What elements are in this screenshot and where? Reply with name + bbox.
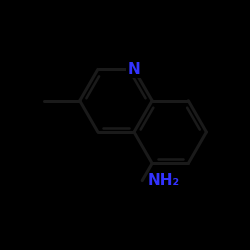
Text: N: N [128,62,140,77]
Text: NH₂: NH₂ [147,173,179,188]
